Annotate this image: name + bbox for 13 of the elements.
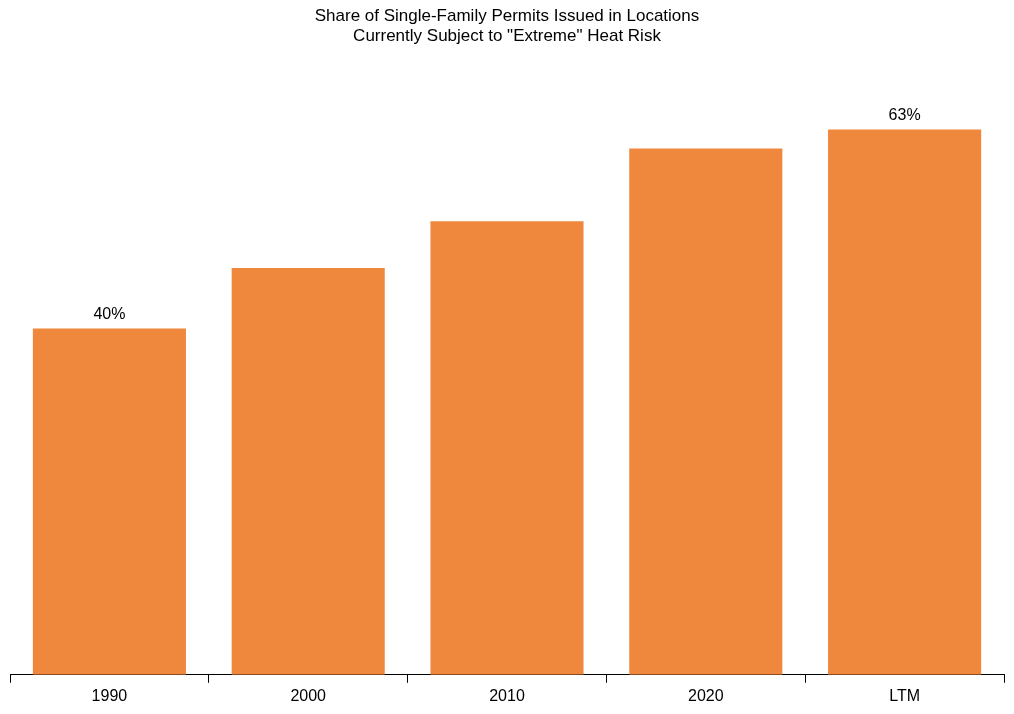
- x-tick-label: 2010: [489, 686, 525, 704]
- x-tick-label: 2020: [688, 686, 724, 704]
- bar: [430, 221, 584, 675]
- x-tick-label: 1990: [91, 686, 128, 704]
- bar: [828, 129, 982, 675]
- data-label: 63%: [888, 105, 921, 123]
- bar: [32, 328, 186, 675]
- bar: [629, 148, 783, 675]
- x-tick-label: LTM: [889, 686, 921, 704]
- x-tick-label: 2000: [290, 686, 327, 704]
- chart-title: Share of Single-Family Permits Issued in Locations Currently Subject to "Extreme" Heat Risk: [314, 5, 700, 46]
- bar: [231, 267, 385, 675]
- data-label: 40%: [93, 304, 126, 322]
